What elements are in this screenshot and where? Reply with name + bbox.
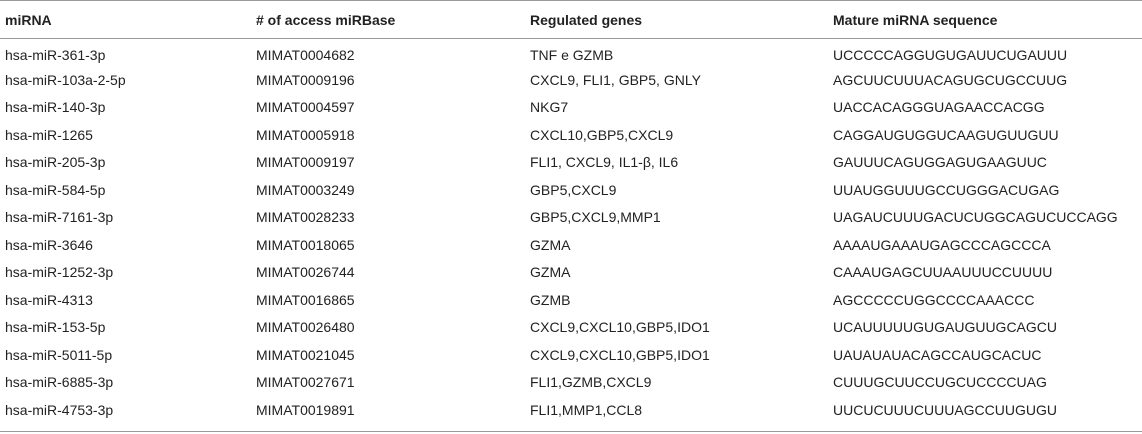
cell-genes: CXCL9,CXCL10,GBP5,IDO1 bbox=[530, 319, 710, 336]
cell-genes: GBP5,CXCL9,MMP1 bbox=[530, 209, 661, 226]
table-row: hsa-miR-584-5p MIMAT0003249 GBP5,CXCL9 U… bbox=[0, 176, 1142, 204]
table-row: hsa-miR-1252-3p MIMAT0026744 GZMA CAAAUG… bbox=[0, 259, 1142, 287]
table-row: hsa-miR-4313 MIMAT0016865 GZMB AGCCCCCUG… bbox=[0, 286, 1142, 314]
cell-access: MIMAT0016865 bbox=[256, 291, 355, 308]
cell-sequence: GAUUUCAGUGGAGUGAAGUUC bbox=[833, 154, 1047, 171]
table-row: hsa-miR-3646 MIMAT0018065 GZMA AAAAUGAAA… bbox=[0, 231, 1142, 259]
table-bottom-rule bbox=[0, 431, 1142, 432]
cell-mirna: hsa-miR-7161-3p bbox=[5, 209, 114, 226]
table-row: hsa-miR-361-3p MIMAT0004682 TNF e GZMB U… bbox=[0, 39, 1142, 67]
cell-access: MIMAT0018065 bbox=[256, 236, 355, 253]
header-regulated-genes: Regulated genes bbox=[530, 11, 643, 28]
cell-sequence: UUCUCUUUCUUUAGCCUUGUGU bbox=[833, 401, 1057, 418]
header-row: miRNA # of access miRBase Regulated gene… bbox=[0, 0, 1142, 39]
cell-genes: NKG7 bbox=[530, 99, 569, 116]
cell-access: MIMAT0028233 bbox=[256, 209, 355, 226]
cell-genes: TNF e GZMB bbox=[530, 46, 614, 63]
header-mature-sequence: Mature miRNA sequence bbox=[833, 11, 998, 28]
cell-genes: CXCL9,CXCL10,GBP5,IDO1 bbox=[530, 346, 710, 363]
cell-genes: GZMA bbox=[530, 264, 571, 281]
cell-sequence: CAGGAUGUGGUCAAGUGUUGUU bbox=[833, 126, 1059, 143]
cell-access: MIMAT0004597 bbox=[256, 99, 355, 116]
cell-sequence: UACCACAGGGUAGAACCACGG bbox=[833, 99, 1045, 116]
table-row: hsa-miR-7161-3p MIMAT0028233 GBP5,CXCL9,… bbox=[0, 204, 1142, 232]
cell-genes: GZMB bbox=[530, 291, 571, 308]
cell-mirna: hsa-miR-584-5p bbox=[5, 181, 106, 198]
table-row: hsa-miR-5011-5p MIMAT0021045 CXCL9,CXCL1… bbox=[0, 341, 1142, 369]
cell-sequence: UCAUUUUUGUGAUGUUGCAGCU bbox=[833, 319, 1058, 336]
table-row: hsa-miR-6885-3p MIMAT0027671 FLI1,GZMB,C… bbox=[0, 369, 1142, 397]
cell-mirna: hsa-miR-4753-3p bbox=[5, 401, 114, 418]
cell-genes: CXCL10,GBP5,CXCL9 bbox=[530, 126, 674, 143]
table-row: hsa-miR-140-3p MIMAT0004597 NKG7 UACCACA… bbox=[0, 94, 1142, 122]
cell-sequence: UAUAUAUACAGCCAUGCACUC bbox=[833, 346, 1042, 363]
table-row: hsa-miR-153-5p MIMAT0026480 CXCL9,CXCL10… bbox=[0, 314, 1142, 342]
cell-access: MIMAT0019891 bbox=[256, 401, 355, 418]
cell-genes: GBP5,CXCL9 bbox=[530, 181, 617, 198]
cell-mirna: hsa-miR-361-3p bbox=[5, 46, 106, 63]
cell-sequence: AGCUUCUUUACAGUGCUGCCUUG bbox=[833, 71, 1068, 88]
cell-access: MIMAT0003249 bbox=[256, 181, 355, 198]
mirna-table: miRNA # of access miRBase Regulated gene… bbox=[0, 0, 1142, 424]
cell-sequence: UCCCCCAGGUGUGAUUCUGAUUU bbox=[833, 46, 1068, 63]
cell-genes: FLI1, CXCL9, IL1-β, IL6 bbox=[530, 154, 679, 171]
cell-mirna: hsa-miR-205-3p bbox=[5, 154, 106, 171]
cell-access: MIMAT0004682 bbox=[256, 46, 355, 63]
cell-mirna: hsa-miR-4313 bbox=[5, 291, 93, 308]
cell-genes: FLI1,GZMB,CXCL9 bbox=[530, 374, 652, 391]
cell-sequence: UAGAUCUUUGACUCUGGCAGUCUCCAGG bbox=[833, 209, 1118, 226]
table-header: miRNA # of access miRBase Regulated gene… bbox=[0, 0, 1142, 39]
cell-access: MIMAT0009197 bbox=[256, 154, 355, 171]
cell-sequence: UUAUGGUUUGCCUGGGACUGAG bbox=[833, 181, 1060, 198]
cell-sequence: CAAAUGAGCUUAAUUUCCUUUU bbox=[833, 264, 1053, 281]
cell-access: MIMAT0009196 bbox=[256, 71, 355, 88]
cell-mirna: hsa-miR-140-3p bbox=[5, 99, 106, 116]
cell-mirna: hsa-miR-6885-3p bbox=[5, 374, 114, 391]
cell-access: MIMAT0026744 bbox=[256, 264, 355, 281]
cell-mirna: hsa-miR-1265 bbox=[5, 126, 93, 143]
cell-sequence: CUUUGCUUCCUGCUCCCCUAG bbox=[833, 374, 1047, 391]
cell-mirna: hsa-miR-5011-5p bbox=[5, 346, 113, 363]
header-mirna: miRNA bbox=[5, 11, 52, 28]
cell-genes: FLI1,MMP1,CCL8 bbox=[530, 401, 643, 418]
cell-access: MIMAT0027671 bbox=[256, 374, 355, 391]
cell-mirna: hsa-miR-1252-3p bbox=[5, 264, 114, 281]
cell-mirna: hsa-miR-103a-2-5p bbox=[5, 71, 126, 88]
cell-access: MIMAT0026480 bbox=[256, 319, 355, 336]
table-row: hsa-miR-1265 MIMAT0005918 CXCL10,GBP5,CX… bbox=[0, 121, 1142, 149]
table-row: hsa-miR-103a-2-5p MIMAT0009196 CXCL9, FL… bbox=[0, 66, 1142, 94]
cell-mirna: hsa-miR-3646 bbox=[5, 236, 93, 253]
header-access-mirbase: # of access miRBase bbox=[256, 11, 396, 28]
table-row: hsa-miR-4753-3p MIMAT0019891 FLI1,MMP1,C… bbox=[0, 396, 1142, 424]
cell-access: MIMAT0005918 bbox=[256, 126, 355, 143]
cell-genes: GZMA bbox=[530, 236, 571, 253]
cell-genes: CXCL9, FLI1, GBP5, GNLY bbox=[530, 71, 701, 88]
cell-mirna: hsa-miR-153-5p bbox=[5, 319, 106, 336]
table-body: hsa-miR-361-3p MIMAT0004682 TNF e GZMB U… bbox=[0, 39, 1142, 424]
cell-sequence: AGCCCCCUGGCCCCAAACCC bbox=[833, 291, 1035, 308]
table-row: hsa-miR-205-3p MIMAT0009197 FLI1, CXCL9,… bbox=[0, 149, 1142, 177]
cell-sequence: AAAAUGAAAUGAGCCCAGCCCA bbox=[833, 236, 1051, 253]
cell-access: MIMAT0021045 bbox=[256, 346, 355, 363]
